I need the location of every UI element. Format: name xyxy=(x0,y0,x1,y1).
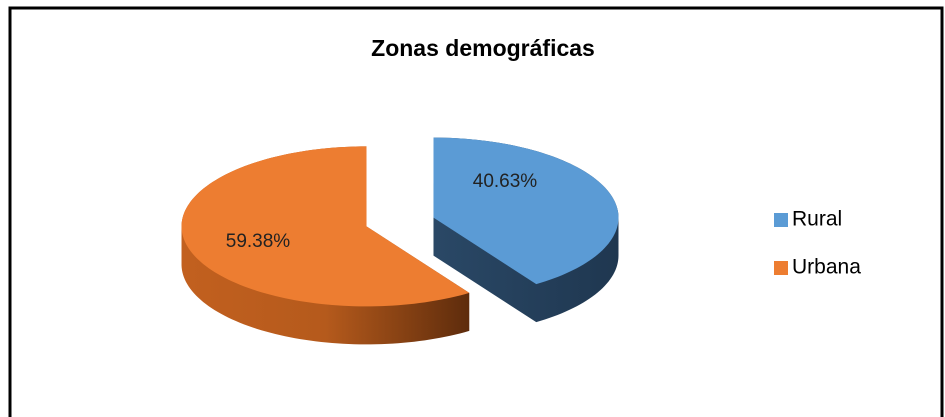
chart-title: Zonas demográficas xyxy=(371,35,595,61)
legend-label: Urbana xyxy=(792,256,861,279)
legend-label: Rural xyxy=(792,208,842,231)
slice xyxy=(433,137,619,285)
slice xyxy=(181,146,470,307)
legend-swatch xyxy=(774,261,788,275)
data-label: 40.63% xyxy=(473,171,538,192)
data-label: 59.38% xyxy=(226,231,291,252)
legend-swatch xyxy=(774,213,788,227)
